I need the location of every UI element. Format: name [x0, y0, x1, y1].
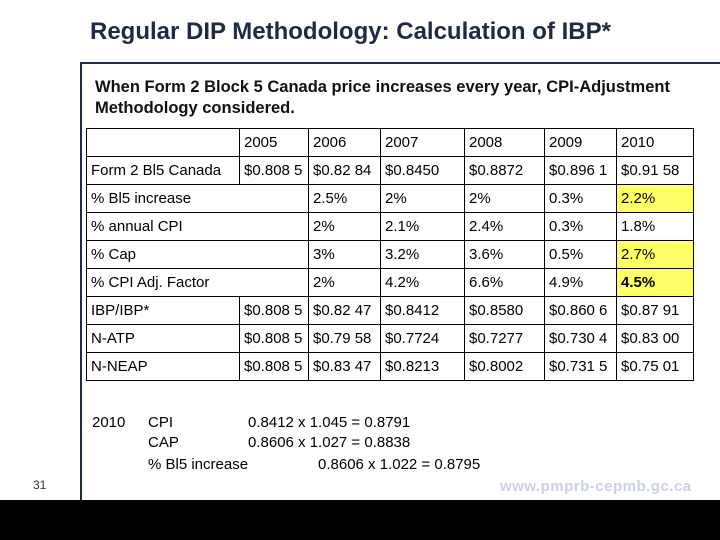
table-row: % CPI Adj. Factor 2% 4.2% 6.6% 4.9% 4.5%: [86, 268, 694, 297]
table-cell: $0.7724: [380, 324, 465, 353]
row-label: N-NEAP: [86, 352, 240, 381]
header-cell: 2010: [616, 128, 694, 157]
overlay-label-cpi: CPI: [148, 414, 174, 431]
table-cell: $0.7277: [464, 324, 545, 353]
table-cell: 2%: [308, 212, 381, 241]
row-label: % Bl5 increase: [86, 184, 309, 213]
table-cell: 2.1%: [380, 212, 465, 241]
table-cell: $0.91 58: [616, 156, 694, 185]
table-cell: 2.4%: [464, 212, 545, 241]
table-cell: $0.83 00: [616, 324, 694, 353]
table-cell: $0.860 6: [544, 296, 617, 325]
row-label: % Cap: [86, 240, 309, 269]
table-cell: $0.808 5: [239, 156, 309, 185]
table-cell: $0.730 4: [544, 324, 617, 353]
slide-title: Regular DIP Methodology: Calculation of …: [90, 18, 611, 45]
table-cell: $0.8580: [464, 296, 545, 325]
table-cell: $0.808 5: [239, 296, 309, 325]
slide-number: 31: [33, 478, 47, 492]
slide-subtitle: When Form 2 Block 5 Canada price increas…: [95, 78, 670, 117]
row-label: % annual CPI: [86, 212, 309, 241]
table-cell: $0.8872: [464, 156, 545, 185]
table-cell: 2%: [380, 184, 465, 213]
table-header-row: 2005 2006 2007 2008 2009 2010: [86, 128, 694, 157]
header-cell: 2009: [544, 128, 617, 157]
table-row: N-ATP $0.808 5 $0.79 58 $0.7724 $0.7277 …: [86, 324, 694, 353]
left-rule: [80, 62, 82, 502]
overlay-label-bl5: % Bl5 increase: [148, 456, 249, 473]
highlighted-cell: 2.7%: [616, 240, 694, 269]
url-watermark: www.pmprb-cepmb.gc.ca: [500, 478, 692, 495]
row-label: % CPI Adj. Factor: [86, 268, 309, 297]
table-cell: $0.79 58: [308, 324, 381, 353]
overlay-calc-cap: 0.8606 x 1.027 = 0.8838: [248, 434, 411, 451]
row-label: N-ATP: [86, 324, 240, 353]
table-cell: $0.8450: [380, 156, 465, 185]
table-cell: $0.8213: [380, 352, 465, 381]
table-cell: 1.8%: [616, 212, 694, 241]
table-cell: $0.8002: [464, 352, 545, 381]
table-cell: 0.5%: [544, 240, 617, 269]
highlighted-cell: 4.5%: [616, 268, 694, 297]
table-cell: 2%: [464, 184, 545, 213]
table-cell: $0.87 91: [616, 296, 694, 325]
table-cell: 0.3%: [544, 212, 617, 241]
header-cell: [86, 128, 240, 157]
row-label: IBP/IBP*: [86, 296, 240, 325]
table-cell: $0.82 47: [308, 296, 381, 325]
highlighted-cell: 2.2%: [616, 184, 694, 213]
table-cell: 2%: [308, 268, 381, 297]
table-row: IBP/IBP* $0.808 5 $0.82 47 $0.8412 $0.85…: [86, 296, 694, 325]
table-cell: 3.2%: [380, 240, 465, 269]
table-cell: $0.808 5: [239, 352, 309, 381]
table-cell: $0.8412: [380, 296, 465, 325]
header-cell: 2007: [380, 128, 465, 157]
table-cell: $0.808 5: [239, 324, 309, 353]
row-label: Form 2 Bl5 Canada: [86, 156, 240, 185]
table-cell: 2.5%: [308, 184, 381, 213]
table-cell: $0.731 5: [544, 352, 617, 381]
table-row: % Cap 3% 3.2% 3.6% 0.5% 2.7%: [86, 240, 694, 269]
table-row: % Bl5 increase 2.5% 2% 2% 0.3% 2.2%: [86, 184, 694, 213]
overlay-calc-bl5: 0.8606 x 1.022 = 0.8795: [318, 456, 481, 473]
footer-bar: [0, 500, 720, 540]
overlay-label-cap: CAP: [148, 434, 179, 451]
ibp-calculation-table: 2005 2006 2007 2008 2009 2010 Form 2 Bl5…: [86, 128, 694, 381]
table-cell: $0.896 1: [544, 156, 617, 185]
table-cell: 3%: [308, 240, 381, 269]
table-row: % annual CPI 2% 2.1% 2.4% 0.3% 1.8%: [86, 212, 694, 241]
table-cell: 3.6%: [464, 240, 545, 269]
header-cell: 2006: [308, 128, 381, 157]
header-cell: 2008: [464, 128, 545, 157]
table-cell: 6.6%: [464, 268, 545, 297]
table-cell: $0.83 47: [308, 352, 381, 381]
table-row: Form 2 Bl5 Canada $0.808 5 $0.82 84 $0.8…: [86, 156, 694, 185]
overlay-label-2010: 2010: [92, 414, 126, 431]
table-cell: $0.82 84: [308, 156, 381, 185]
table-cell: 4.2%: [380, 268, 465, 297]
title-rule: [80, 62, 720, 64]
table-cell: 4.9%: [544, 268, 617, 297]
table-cell: $0.75 01: [616, 352, 694, 381]
table-row: N-NEAP $0.808 5 $0.83 47 $0.8213 $0.8002…: [86, 352, 694, 381]
header-cell: 2005: [239, 128, 309, 157]
table-cell: 0.3%: [544, 184, 617, 213]
overlay-calc-cpi: 0.8412 x 1.045 = 0.8791: [248, 414, 411, 431]
